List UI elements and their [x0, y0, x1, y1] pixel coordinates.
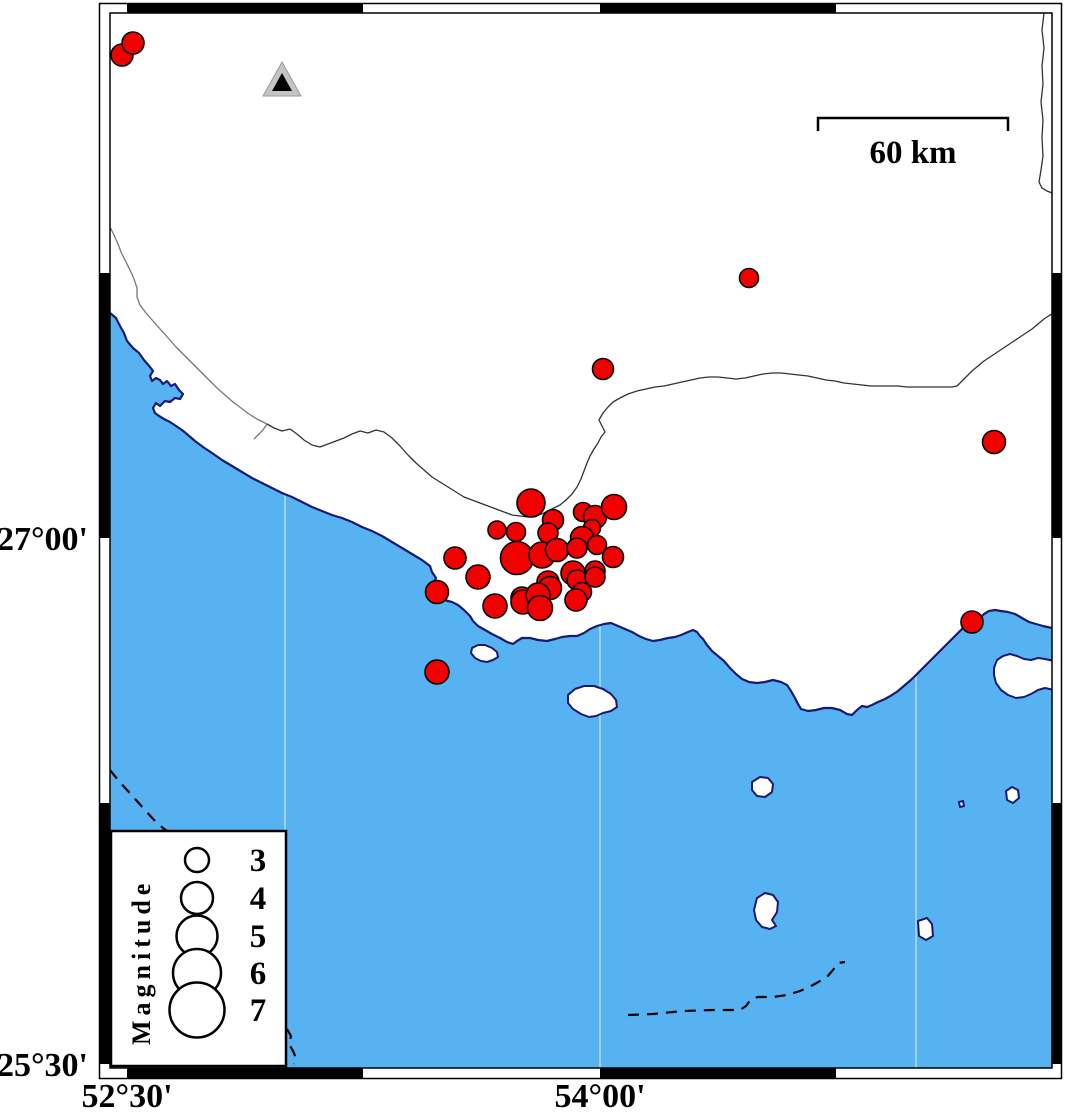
epicenter-marker — [591, 357, 615, 381]
legend-magnitude-circle — [183, 846, 211, 874]
epicenter-marker — [505, 521, 527, 543]
epicenter-marker — [487, 520, 507, 540]
legend-magnitude-label: 4 — [250, 881, 267, 917]
station-triangle-icon — [262, 60, 302, 97]
secondary-boundary-line — [110, 226, 268, 440]
legend-magnitude-label: 7 — [250, 993, 267, 1029]
x-axis-tick-label: 54°00' — [554, 1078, 645, 1115]
epicenter-marker — [516, 488, 546, 518]
epicenter-marker — [526, 594, 554, 622]
legend-magnitude-circle — [179, 880, 215, 916]
epicenter-marker — [443, 546, 467, 570]
legend-magnitude-label: 5 — [250, 919, 267, 955]
y-axis-tick-label: 27°00' — [0, 521, 88, 558]
coastline — [110, 311, 1052, 717]
epicenter-marker — [738, 267, 760, 289]
x-axis-tick-label: 52°30' — [81, 1078, 172, 1115]
scale-bar-label: 60 km — [869, 135, 956, 171]
epicenter-marker — [584, 566, 606, 588]
maritime-boundary-dashed — [110, 769, 846, 1065]
epicenter-marker — [424, 659, 450, 685]
epicenter-marker — [586, 534, 608, 556]
epicenter-marker — [465, 564, 491, 590]
legend-magnitude-label: 3 — [250, 843, 267, 879]
legend-magnitude-label: 6 — [250, 956, 267, 992]
epicenter-marker — [121, 31, 145, 55]
islands — [470, 644, 1052, 941]
epicenter-marker — [544, 537, 570, 563]
epicenter-layer — [110, 31, 1007, 685]
axis-labels: 52°30' 54°00' 27°00' 25°30' — [0, 521, 646, 1115]
epicenter-marker — [566, 537, 588, 559]
epicenter-marker — [600, 493, 628, 521]
epicenter-marker — [482, 593, 508, 619]
political-border-northeast — [1038, 13, 1052, 194]
epicenter-marker — [981, 429, 1007, 455]
scale-bar: 60 km — [816, 116, 1010, 171]
epicenter-marker — [960, 610, 984, 634]
y-axis-tick-label: 25°30' — [0, 1047, 88, 1084]
epicenter-marker — [424, 579, 450, 605]
epicenter-marker — [601, 545, 625, 569]
political-border — [266, 313, 1052, 518]
epicenter-marker — [564, 588, 588, 612]
legend-magnitude-circle — [168, 981, 226, 1039]
map-frame — [98, 2, 1063, 1080]
legend-title: Magnitude — [127, 879, 156, 1045]
